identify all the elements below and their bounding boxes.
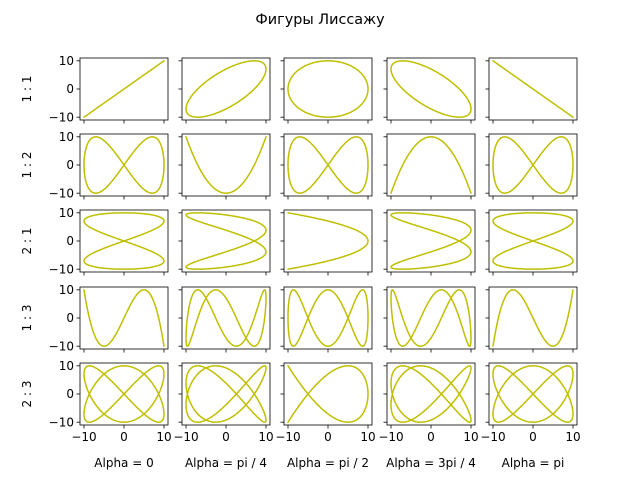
- x-tick-label: −10: [480, 430, 505, 444]
- subplot-r5-c3: −10 0 10: [275, 362, 376, 444]
- column-label: Alpha = pi / 2: [287, 456, 369, 470]
- lissajous-curve: [83, 212, 165, 270]
- y-tick-label: 10: [59, 359, 74, 373]
- y-tick-label: 10: [59, 130, 74, 144]
- row-label: 1 : 3: [20, 305, 34, 332]
- x-tick-label: 0: [324, 430, 332, 444]
- figure-title: Фигуры Лиссажу: [255, 12, 385, 28]
- lissajous-curve: [287, 212, 369, 270]
- lissajous-curve: [492, 60, 574, 118]
- x-tick-label: 0: [120, 430, 128, 444]
- subplot-r2-c4: [383, 133, 476, 200]
- y-tick-label: 10: [59, 283, 74, 297]
- subplot-r4-c2: [178, 286, 271, 353]
- x-tick-label: 0: [427, 430, 435, 444]
- column-label: Alpha = 0: [94, 456, 153, 470]
- y-tick-label: −10: [49, 415, 74, 429]
- x-tick-label: 10: [360, 430, 375, 444]
- lissajous-curve: [185, 289, 267, 347]
- column-label: Alpha = pi: [502, 456, 565, 470]
- lissajous-curve: [185, 136, 267, 194]
- subplot-r1-c3: [280, 57, 373, 124]
- column-label: Alpha = 3pi / 4: [386, 456, 476, 470]
- y-tick-label: 10: [59, 206, 74, 220]
- subplot-r4-c1: 10 0 −10: [49, 283, 169, 353]
- y-tick-label: 10: [59, 54, 74, 68]
- subplot-r2-c2: [178, 133, 271, 200]
- lissajous-curve: [185, 60, 267, 118]
- row-label: 1 : 1: [20, 76, 34, 103]
- subplot-r3-c1: 10 0 −10: [49, 206, 169, 276]
- lissajous-curve: [287, 365, 369, 423]
- subplot-r2-c5: [485, 133, 578, 200]
- x-tick-label: 0: [222, 430, 230, 444]
- lissajous-curve: [83, 289, 165, 347]
- y-tick-label: −10: [49, 339, 74, 353]
- x-tick-label: 10: [258, 430, 273, 444]
- subplot-r5-c5: −10 0 10: [480, 362, 581, 444]
- y-tick-label: −10: [49, 186, 74, 200]
- subplot-r5-c2: −10 0 10: [173, 362, 274, 444]
- subplot-r3-c4: [383, 209, 476, 276]
- subplot-r1-c4: [383, 57, 476, 124]
- x-tick-label: −10: [378, 430, 403, 444]
- column-label: Alpha = pi / 4: [185, 456, 267, 470]
- lissajous-curve: [83, 60, 165, 118]
- lissajous-curve: [390, 289, 472, 347]
- lissajous-curve: [287, 60, 369, 118]
- row-label: 2 : 1: [20, 228, 34, 255]
- lissajous-curve: [390, 60, 472, 118]
- lissajous-curve: [492, 212, 574, 270]
- lissajous-curve: [492, 289, 574, 347]
- subplot-r3-c3: [280, 209, 373, 276]
- x-tick-label: −10: [71, 430, 96, 444]
- row-label: 1 : 2: [20, 152, 34, 179]
- lissajous-curve: [390, 365, 472, 423]
- y-tick-label: 0: [66, 234, 74, 248]
- y-tick-label: −10: [49, 262, 74, 276]
- row-label: 2 : 3: [20, 381, 34, 408]
- subplot-r3-c5: [485, 209, 578, 276]
- subplot-r1-c5: [485, 57, 578, 124]
- subplot-r2-c3: [280, 133, 373, 200]
- subplot-r1-c2: [178, 57, 271, 124]
- x-tick-label: −10: [275, 430, 300, 444]
- subplot-r2-c1: 10 0 −10: [49, 130, 169, 200]
- subplot-r3-c2: [178, 209, 271, 276]
- subplot-r4-c5: [485, 286, 578, 353]
- y-tick-label: −10: [49, 110, 74, 124]
- lissajous-curve: [390, 136, 472, 194]
- lissajous-curve: [492, 365, 574, 423]
- lissajous-curve: [287, 136, 369, 194]
- lissajous-curve: [83, 136, 165, 194]
- lissajous-curve: [492, 136, 574, 194]
- x-tick-label: 10: [565, 430, 580, 444]
- y-tick-label: 0: [66, 311, 74, 325]
- y-tick-label: 0: [66, 387, 74, 401]
- x-tick-label: 10: [156, 430, 171, 444]
- x-tick-label: 10: [463, 430, 478, 444]
- lissajous-curve: [287, 289, 369, 347]
- subplot-r5-c1: −10 0 10 10 0 −10: [49, 359, 172, 444]
- lissajous-curve: [185, 212, 267, 270]
- y-tick-label: 0: [66, 158, 74, 172]
- subplot-r5-c4: −10 0 10: [378, 362, 479, 444]
- x-tick-label: 0: [529, 430, 537, 444]
- lissajous-curve: [390, 212, 472, 270]
- subplot-r1-c1: 10 0 −10: [49, 54, 169, 124]
- lissajous-curve: [185, 365, 267, 423]
- x-tick-label: −10: [173, 430, 198, 444]
- lissajous-curve: [83, 365, 165, 423]
- subplot-r4-c4: [383, 286, 476, 353]
- y-tick-label: 0: [66, 82, 74, 96]
- subplot-r4-c3: [280, 286, 373, 353]
